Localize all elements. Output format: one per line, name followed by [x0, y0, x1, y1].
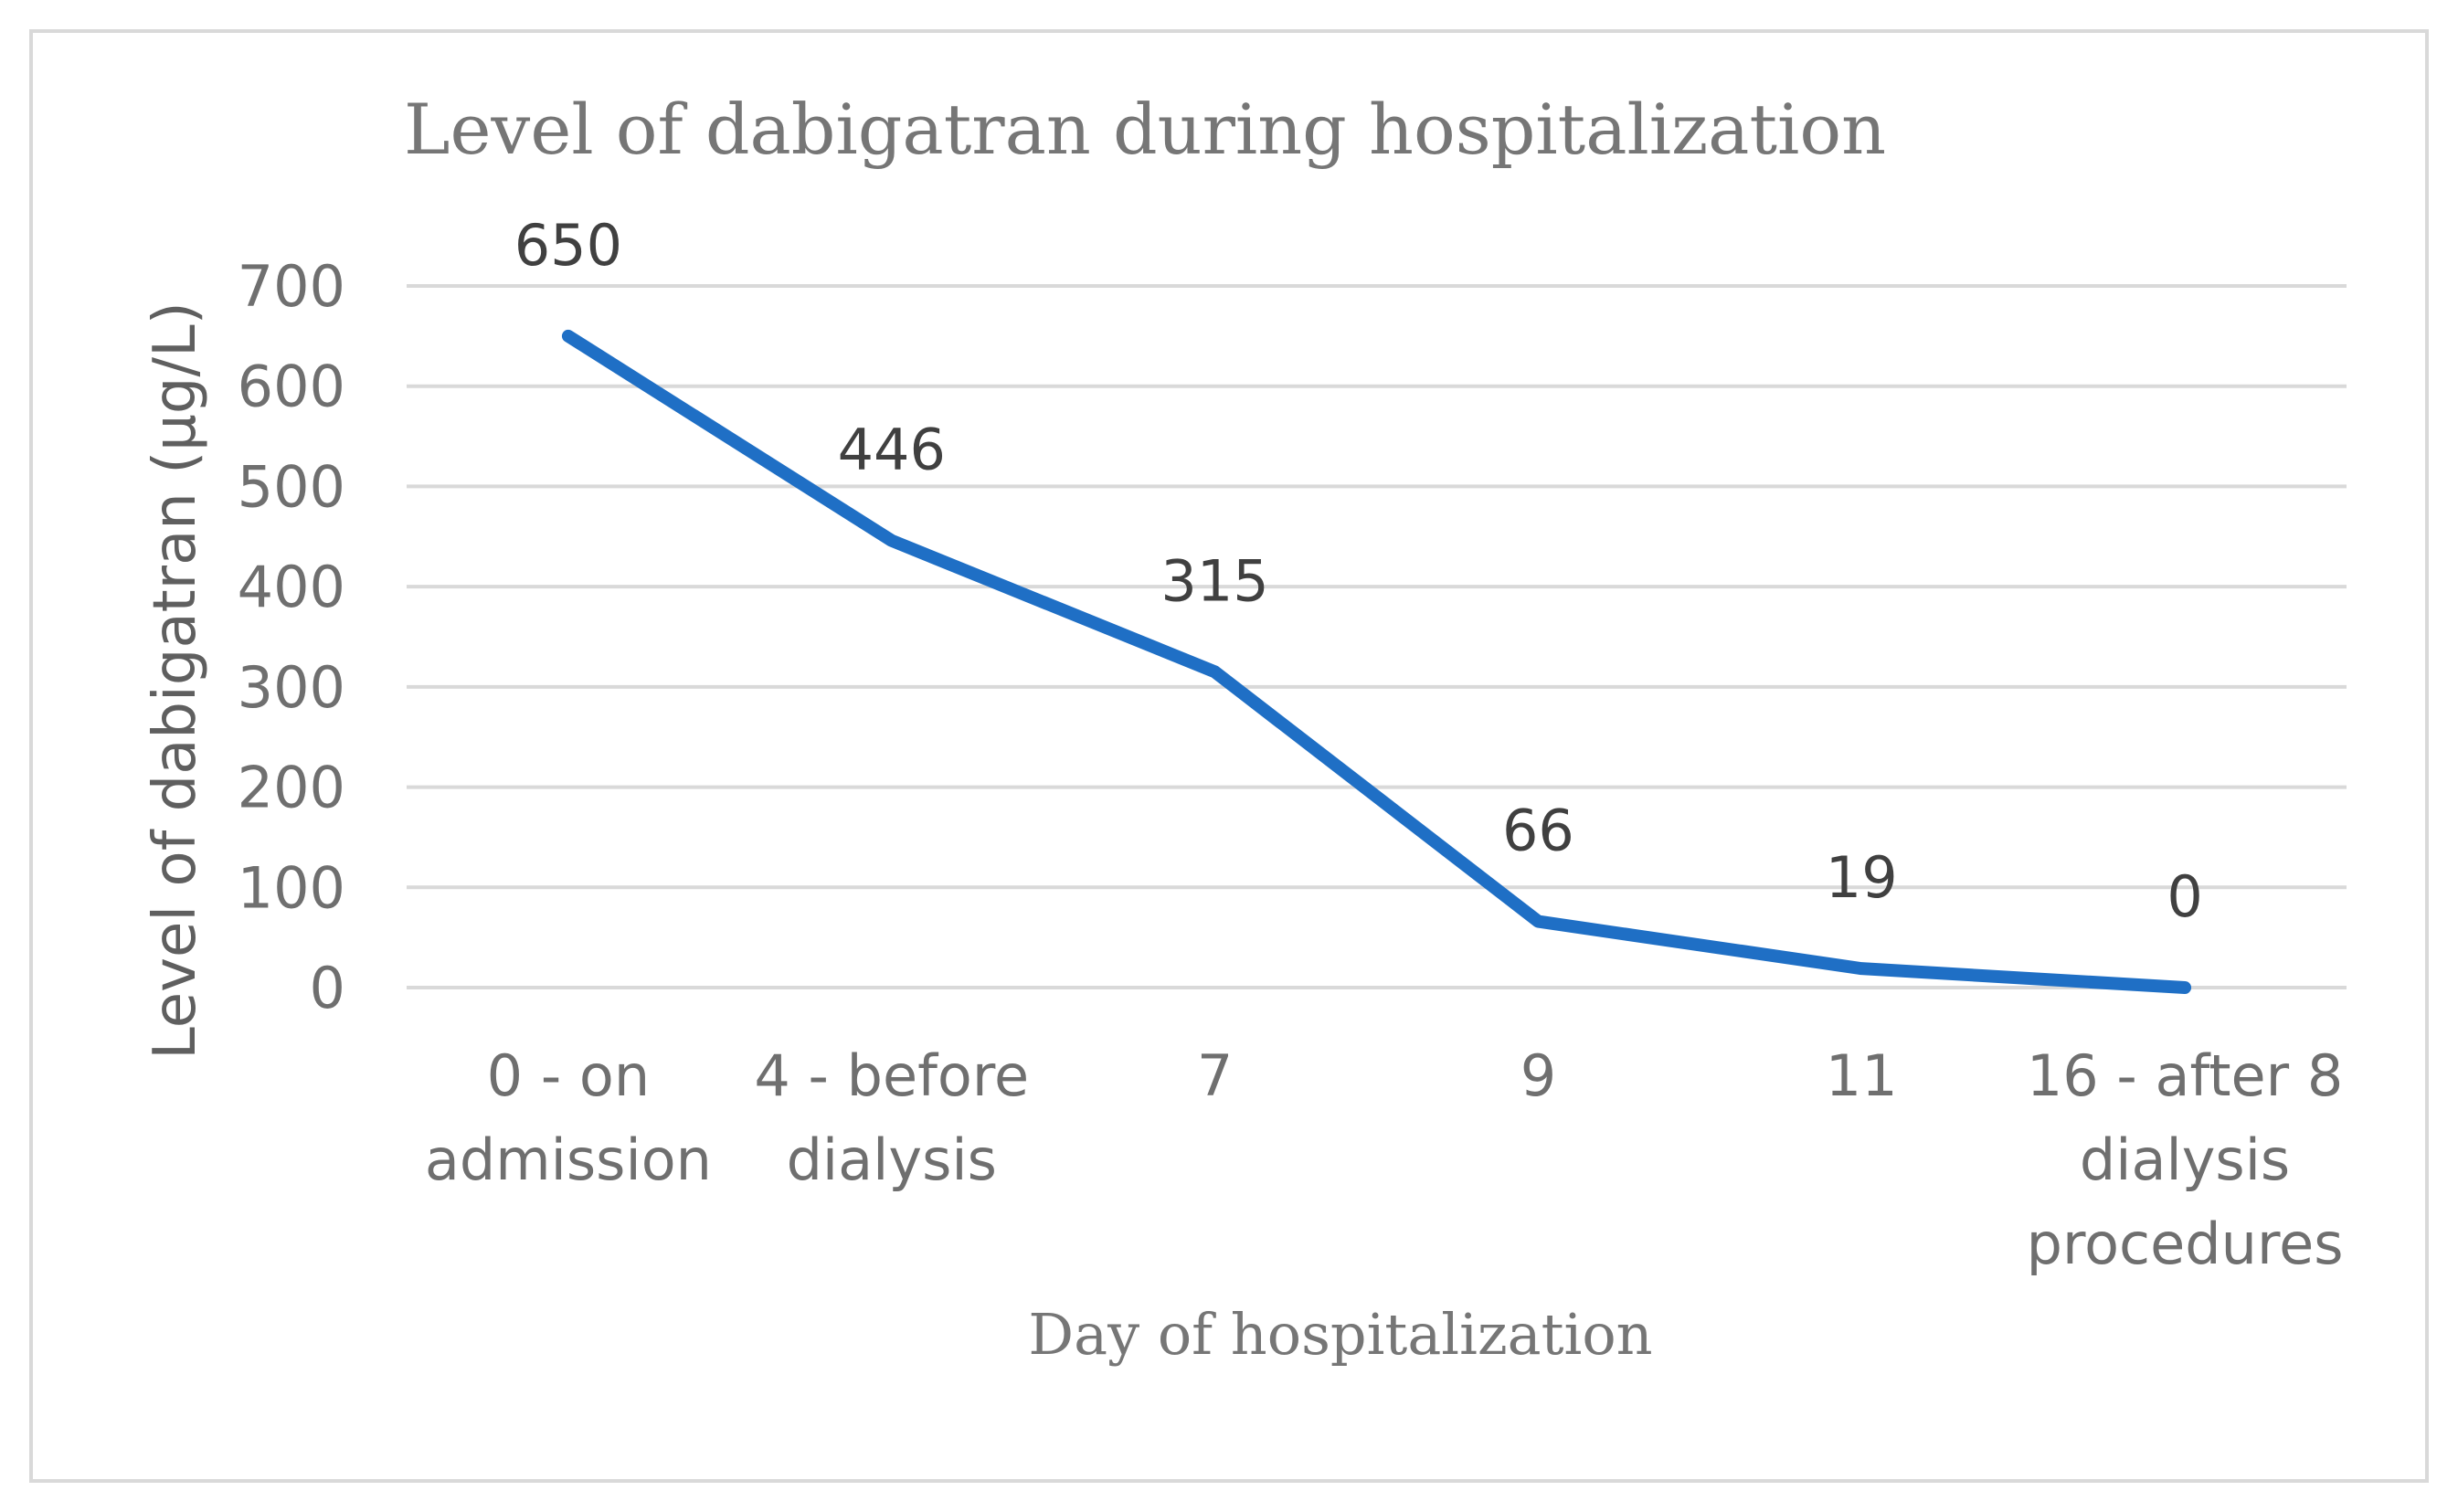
x-tick-label-line: dialysis	[2080, 1126, 2290, 1193]
series-line-layer	[561, 329, 2192, 994]
x-tick-label-line: admission	[425, 1126, 712, 1193]
x-tick-label-line: 7	[1197, 1042, 1233, 1109]
x-tick-label-line: procedures	[2027, 1211, 2344, 1277]
data-label: 19	[1826, 844, 1898, 911]
x-tick-label-line: 9	[1520, 1042, 1556, 1109]
y-tick-label: 700	[238, 253, 345, 320]
x-axis-title: Day of hospitalization	[1028, 1301, 1652, 1368]
chart-title: Level of dabigatran during hospitalizati…	[404, 89, 1886, 170]
y-tick-label: 500	[238, 453, 345, 520]
data-labels: 650 446 315 66 19 0	[514, 212, 2203, 930]
chart-frame	[29, 29, 2429, 1483]
x-tick-label: 11	[1826, 1042, 1898, 1109]
y-axis-title: Level of dabigatran (μg/L)	[142, 301, 209, 1059]
data-label: 0	[2167, 863, 2202, 930]
y-tick-label: 400	[238, 554, 345, 620]
y-tick-label: 200	[238, 755, 345, 821]
x-tick-label: 7	[1197, 1042, 1233, 1109]
x-tick-label-line: dialysis	[787, 1126, 997, 1193]
x-tick-label-line: 4 - before	[754, 1042, 1029, 1109]
data-label: 650	[514, 212, 622, 279]
x-tick-label-line: 11	[1826, 1042, 1898, 1109]
x-tick-label: 0 - on admission	[425, 1042, 712, 1193]
x-tick-label-line: 0 - on	[487, 1042, 650, 1109]
series-line	[561, 329, 2192, 994]
data-label: 66	[1502, 798, 1574, 864]
x-tick-label: 16 - after 8 dialysis procedures	[2027, 1042, 2344, 1277]
data-label: 446	[838, 417, 946, 483]
y-axis-ticks: 0 100 200 300 400 500 600 700	[238, 253, 345, 1021]
y-tick-label: 600	[238, 354, 345, 420]
x-axis-ticks: 0 - on admission 4 - before dialysis 7 9 11 16 …	[425, 1042, 2344, 1277]
x-tick-label: 9	[1520, 1042, 1556, 1109]
y-tick-label: 100	[238, 854, 345, 921]
y-tick-label: 0	[310, 955, 345, 1021]
x-tick-label: 4 - before dialysis	[754, 1042, 1029, 1193]
gridlines	[407, 284, 2347, 989]
y-tick-label: 300	[238, 654, 345, 721]
data-label: 315	[1160, 547, 1268, 614]
x-tick-label-line: 16 - after 8	[2027, 1042, 2344, 1109]
